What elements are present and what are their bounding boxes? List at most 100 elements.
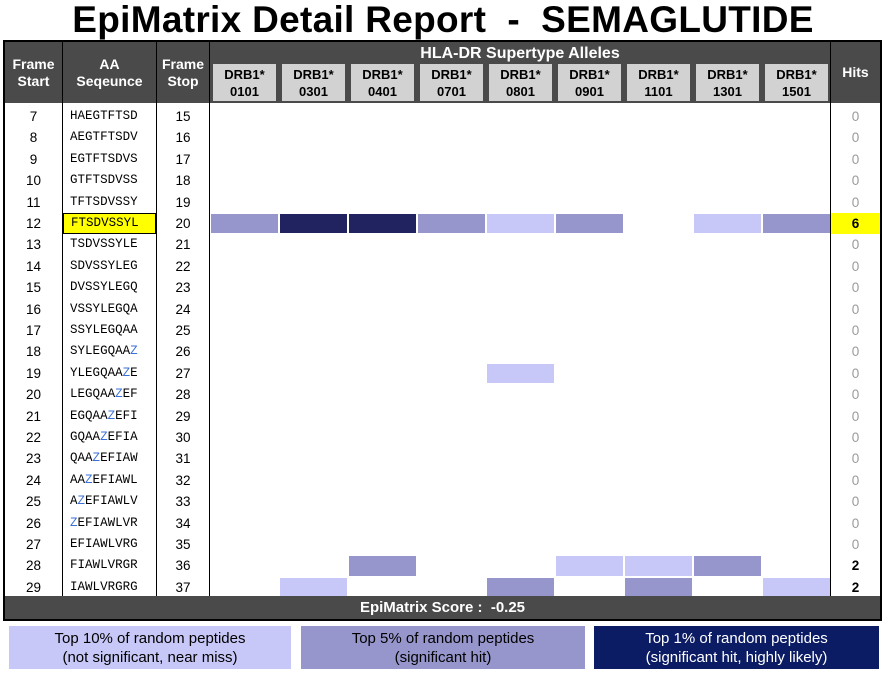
table-row: 29 IAWLVRGRG 37 2 <box>5 577 880 598</box>
aa-sequence: VSSYLEGQA <box>70 301 138 316</box>
hits-count: 0 <box>851 494 860 510</box>
binding-cell-0101 <box>211 214 278 234</box>
hits-count: 0 <box>851 365 860 381</box>
allele-header-1501: DRB1* 1501 <box>765 64 828 101</box>
table-row: 8 AEGTFTSDV 16 0 <box>5 127 880 148</box>
hits-count: 0 <box>851 515 860 531</box>
frame-start: 14 <box>25 258 42 274</box>
frame-stop: 28 <box>175 387 191 403</box>
epimatrix-score: EpiMatrix Score : -0.25 <box>5 596 880 619</box>
binding-cell-1301 <box>694 556 761 576</box>
aa-sequence: LEGQAAZEF <box>70 387 138 402</box>
binding-cell-0301 <box>280 214 347 234</box>
frame-stop-header: Frame Stop <box>161 56 205 89</box>
aa-sequence: SDVSSYLEG <box>70 258 138 273</box>
aa-sequence: IAWLVRGRG <box>70 579 138 594</box>
binding-cell-0301 <box>280 577 347 598</box>
binding-cell-0401 <box>349 214 416 234</box>
aa-sequence: FTSDVSSYL <box>63 213 156 235</box>
frame-stop: 18 <box>175 173 191 189</box>
frame-stop: 35 <box>175 537 191 552</box>
supertype-alleles-header: HLA-DR Supertype Alleles <box>420 45 620 62</box>
aa-sequence: ZEFIAWLVR <box>70 515 138 530</box>
aa-sequence: EFIAWLVRG <box>70 537 138 551</box>
legend-box-1: Top 10% of random peptides (not significa… <box>9 626 291 669</box>
table-row: 7 HAEGTFTSD 15 0 <box>5 106 880 127</box>
legend-box-3: Top 1% of random peptides (significant hi… <box>594 626 879 669</box>
frame-start: 18 <box>25 344 42 360</box>
table-row: 11 TFTSDVSSY 19 0 <box>5 192 880 213</box>
frame-stop: 17 <box>175 151 191 167</box>
frame-stop: 36 <box>175 558 191 574</box>
hits-count: 0 <box>851 537 860 552</box>
frame-start: 17 <box>25 323 42 338</box>
hits-count: 0 <box>851 387 860 403</box>
binding-cell-1101 <box>625 556 692 576</box>
binding-cell-0901 <box>556 556 623 576</box>
frame-start: 28 <box>25 558 42 574</box>
frame-start: 19 <box>25 365 42 381</box>
hits-count: 0 <box>851 151 860 167</box>
frame-stop: 24 <box>175 301 191 317</box>
hits-count: 0 <box>851 194 860 210</box>
frame-start: 12 <box>25 216 42 231</box>
table-row: 26 ZEFIAWLVR 34 0 <box>5 513 880 534</box>
frame-stop: 25 <box>175 323 191 338</box>
column-divider <box>62 42 63 598</box>
frame-start: 8 <box>29 130 38 146</box>
hits-count: 0 <box>851 173 860 189</box>
frame-stop: 34 <box>175 515 191 531</box>
table-row: 9 EGTFTSDVS 17 0 <box>5 149 880 170</box>
aa-sequence: TFTSDVSSY <box>70 194 138 209</box>
binding-cell-1501 <box>763 577 830 598</box>
frame-start: 24 <box>25 472 42 488</box>
frame-stop: 30 <box>175 430 191 445</box>
table-row: 24 AAZEFIAWL 32 0 <box>5 470 880 491</box>
frame-start: 9 <box>29 151 38 167</box>
aa-sequence: HAEGTFTSD <box>70 109 138 123</box>
column-divider <box>830 42 831 598</box>
frame-start-header: Frame Start <box>12 56 55 89</box>
frame-stop: 33 <box>175 494 191 510</box>
frame-start: 20 <box>25 387 42 403</box>
frame-start: 27 <box>25 537 42 552</box>
frame-stop: 19 <box>175 194 191 210</box>
hits-count: 0 <box>851 472 860 488</box>
frame-start: 23 <box>25 451 42 467</box>
frame-stop: 32 <box>175 472 191 488</box>
frame-start: 29 <box>25 579 42 595</box>
hits-count: 0 <box>851 344 860 360</box>
aa-sequence: EGQAAZEFI <box>70 408 138 423</box>
aa-sequence: YLEGQAAZE <box>70 365 138 380</box>
hits-count: 2 <box>851 558 860 574</box>
binding-cell-0801 <box>487 214 554 234</box>
aa-sequence: GTFTSDVSS <box>70 173 138 188</box>
column-divider <box>156 42 157 598</box>
hits-count: 0 <box>851 258 860 274</box>
aa-sequence: EGTFTSDVS <box>70 151 138 166</box>
table-row: 18 SYLEGQAAZ 26 0 <box>5 341 880 362</box>
allele-header-0801: DRB1* 0801 <box>489 64 552 101</box>
table-row: 21 EGQAAZEFI 29 0 <box>5 406 880 427</box>
table-row: 16 VSSYLEGQA 24 0 <box>5 299 880 320</box>
hits-count: 0 <box>851 430 860 445</box>
table-row: 10 GTFTSDVSS 18 0 <box>5 170 880 191</box>
frame-stop: 20 <box>175 216 191 231</box>
frame-stop: 15 <box>175 109 191 124</box>
frame-start: 16 <box>25 301 42 317</box>
binding-cell-0701 <box>418 214 485 234</box>
table-row: 22 GQAAZEFIA 30 0 <box>5 427 880 448</box>
allele-header-0301: DRB1* 0301 <box>282 64 345 101</box>
frame-stop: 23 <box>175 280 191 296</box>
hits-count: 2 <box>851 579 860 595</box>
table-row: 20 LEGQAAZEF 28 0 <box>5 384 880 405</box>
frame-start: 26 <box>25 515 42 531</box>
report-title: EpiMatrix Detail Report - SEMAGLUTIDE <box>72 0 814 40</box>
aa-sequence-header: AA Seqeunce <box>76 56 143 89</box>
aa-sequence: GQAAZEFIA <box>70 430 138 444</box>
table-row: 23 QAAZEFIAW 31 0 <box>5 448 880 469</box>
allele-header-0901: DRB1* 0901 <box>558 64 621 101</box>
aa-sequence: AEGTFTSDV <box>70 130 138 145</box>
binding-cell-1301 <box>694 214 761 234</box>
aa-sequence: AAZEFIAWL <box>70 472 138 487</box>
